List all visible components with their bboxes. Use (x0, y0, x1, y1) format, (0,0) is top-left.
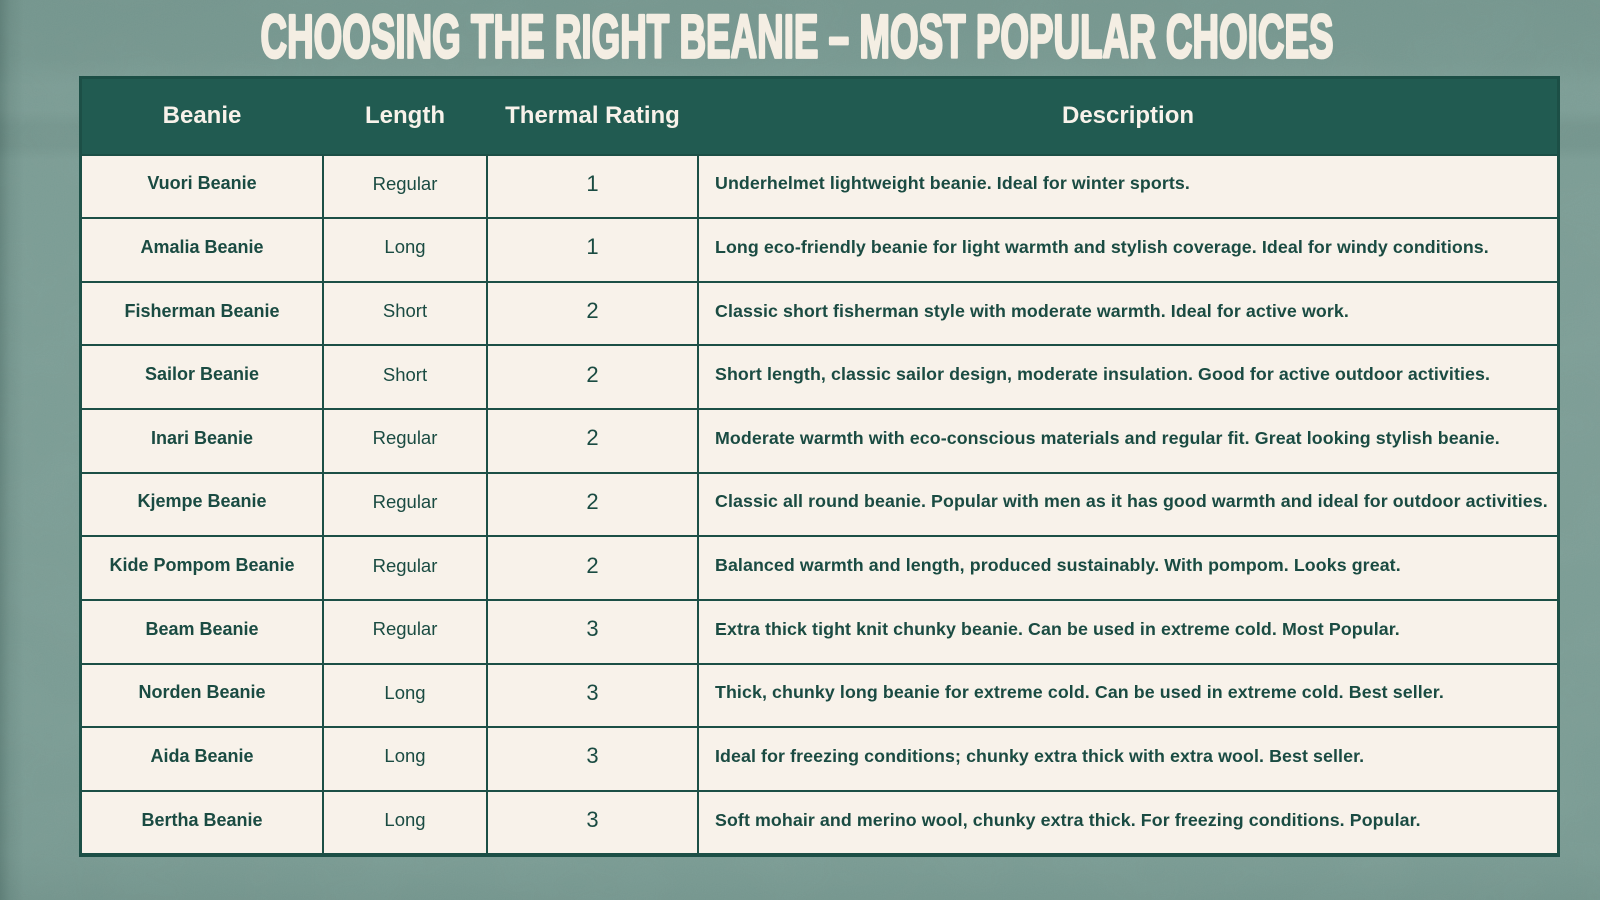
svg-text:CHOOSING THE RIGHT BEANIE – MO: CHOOSING THE RIGHT BEANIE – MOST POPULAR… (261, 3, 1334, 71)
